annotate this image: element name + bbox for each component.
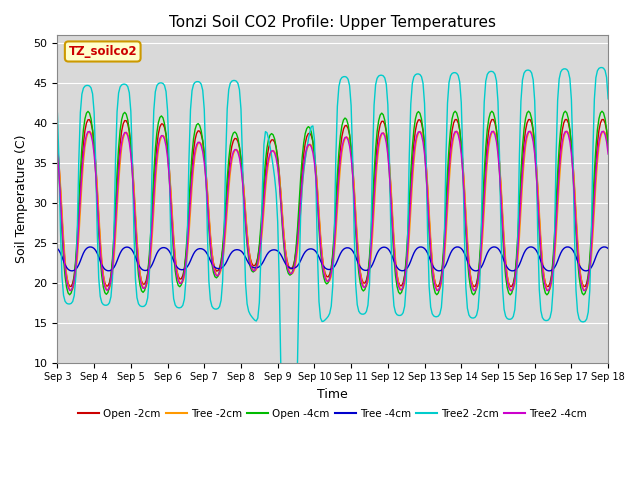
Tree -4cm (156, 246, 164, 252)
Tree -4cm (367, 264, 375, 270)
Tree2 -2cm (387, 230, 395, 236)
Line: Tree2 -4cm: Tree2 -4cm (58, 132, 608, 290)
Line: Tree -2cm: Tree -2cm (58, 131, 608, 291)
Title: Tonzi Soil CO2 Profile: Upper Temperatures: Tonzi Soil CO2 Profile: Upper Temperatur… (169, 15, 496, 30)
Open -2cm (581, 284, 589, 289)
Tree -4cm (583, 268, 591, 274)
Line: Open -4cm: Open -4cm (58, 111, 608, 295)
Legend: Open -2cm, Tree -2cm, Open -4cm, Tree -4cm, Tree2 -2cm, Tree2 -4cm: Open -2cm, Tree -2cm, Open -4cm, Tree -4… (74, 405, 591, 423)
Tree -2cm (398, 287, 406, 293)
Tree -4cm (385, 248, 393, 253)
Tree2 -4cm (537, 246, 545, 252)
Open -2cm (398, 283, 406, 288)
Tree -2cm (604, 144, 612, 150)
Open -4cm (367, 229, 375, 235)
Open -4cm (385, 170, 393, 176)
Tree2 -4cm (156, 135, 164, 141)
Tree -4cm (398, 268, 406, 274)
Open -4cm (69, 284, 77, 290)
Tree -4cm (69, 268, 77, 274)
Tree -2cm (600, 128, 607, 134)
Tree -2cm (537, 235, 545, 240)
Tree2 -2cm (156, 80, 164, 86)
Tree2 -2cm (54, 110, 61, 116)
Tree -2cm (69, 287, 77, 292)
Open -2cm (600, 117, 607, 122)
Tree2 -4cm (367, 245, 375, 251)
Open -4cm (580, 292, 588, 298)
Y-axis label: Soil Temperature (C): Soil Temperature (C) (15, 135, 28, 263)
Tree -2cm (581, 288, 589, 294)
Tree2 -4cm (398, 287, 406, 293)
Tree2 -2cm (604, 96, 612, 102)
Open -2cm (156, 124, 164, 130)
Open -2cm (367, 239, 375, 245)
Tree2 -4cm (581, 288, 589, 293)
Open -2cm (604, 140, 612, 146)
Open -4cm (54, 144, 61, 150)
Tree2 -2cm (69, 299, 77, 304)
Tree2 -2cm (399, 310, 407, 316)
Tree2 -2cm (369, 154, 376, 160)
Tree -2cm (156, 138, 164, 144)
Open -4cm (604, 144, 612, 150)
Line: Open -2cm: Open -2cm (58, 120, 608, 287)
Tree2 -4cm (604, 151, 612, 157)
Tree -2cm (367, 255, 375, 261)
Tree -4cm (537, 258, 545, 264)
Tree -2cm (54, 144, 61, 150)
Tree -4cm (601, 244, 609, 250)
Tree -2cm (385, 160, 393, 166)
Tree -4cm (604, 246, 612, 252)
Open -2cm (537, 240, 545, 246)
Open -4cm (398, 289, 406, 295)
Open -4cm (598, 108, 606, 114)
Tree2 -2cm (598, 65, 606, 71)
Open -4cm (537, 256, 545, 262)
Open -4cm (156, 115, 164, 120)
X-axis label: Time: Time (317, 388, 348, 401)
Open -2cm (54, 140, 61, 146)
Tree2 -4cm (385, 170, 393, 176)
Open -2cm (385, 160, 393, 166)
Text: TZ_soilco2: TZ_soilco2 (68, 45, 137, 58)
Line: Tree -4cm: Tree -4cm (58, 247, 608, 271)
Tree2 -4cm (600, 129, 607, 134)
Tree2 -4cm (54, 151, 61, 157)
Open -2cm (69, 280, 77, 286)
Line: Tree2 -2cm: Tree2 -2cm (58, 68, 608, 463)
Tree2 -2cm (285, 460, 292, 466)
Tree -4cm (54, 246, 61, 252)
Tree2 -2cm (538, 314, 546, 320)
Tree2 -4cm (69, 284, 77, 290)
